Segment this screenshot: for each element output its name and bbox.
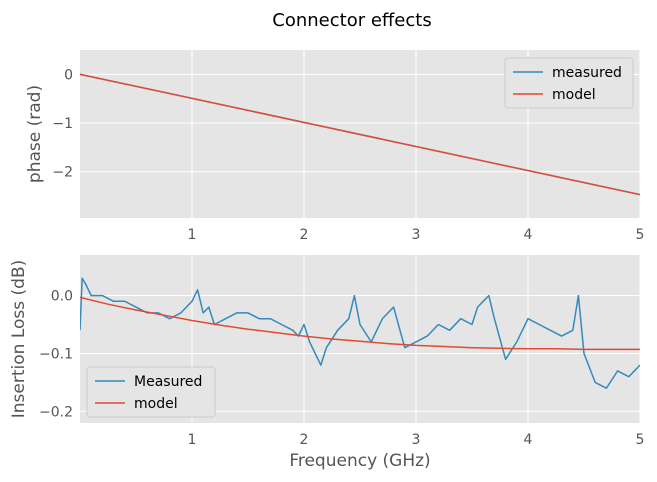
x-tick-label: 3 bbox=[412, 432, 421, 448]
y-tick-label: −2 bbox=[52, 165, 73, 181]
x-tick-label: 1 bbox=[188, 227, 197, 243]
legend-label: model bbox=[134, 396, 178, 412]
series-line-model bbox=[80, 296, 640, 351]
legend-label: measured bbox=[552, 65, 622, 81]
series-line-measured bbox=[80, 277, 640, 389]
legend-box bbox=[86, 366, 216, 418]
x-tick-label: 2 bbox=[300, 432, 309, 448]
legend-label: Measured bbox=[134, 374, 202, 390]
x-axis-label: Frequency (GHz) bbox=[289, 451, 430, 471]
y-tick-label: 0 bbox=[64, 67, 73, 83]
x-tick-label: 2 bbox=[300, 227, 309, 243]
y-tick-label: 0.0 bbox=[51, 289, 73, 305]
x-tick-label: 5 bbox=[636, 432, 645, 448]
y-tick-label: −0.2 bbox=[39, 404, 73, 420]
x-tick-label: 5 bbox=[636, 227, 645, 243]
x-tick-label: 4 bbox=[524, 432, 533, 448]
legend-box bbox=[504, 57, 634, 109]
legend-label: model bbox=[552, 87, 596, 103]
y-axis-label: phase (rad) bbox=[25, 85, 45, 183]
x-tick-label: 3 bbox=[412, 227, 421, 243]
insertion-loss-panel: 1 2 3 4 5 0.0 −0.1 −0.2 Insertion Loss (dB) Measu… bbox=[9, 255, 644, 448]
series-line-model bbox=[80, 73, 640, 196]
y-tick-label: −1 bbox=[52, 116, 73, 132]
x-tick-label: 4 bbox=[524, 227, 533, 243]
chart-title: Connector effects bbox=[272, 10, 431, 31]
x-tick-label: 1 bbox=[188, 432, 197, 448]
phase-panel: 1 2 3 4 5 0 −1 −2 phase (rad) measured model bbox=[25, 50, 644, 243]
y-axis-label: Insertion Loss (dB) bbox=[9, 260, 29, 418]
y-tick-label: −0.1 bbox=[39, 346, 73, 362]
